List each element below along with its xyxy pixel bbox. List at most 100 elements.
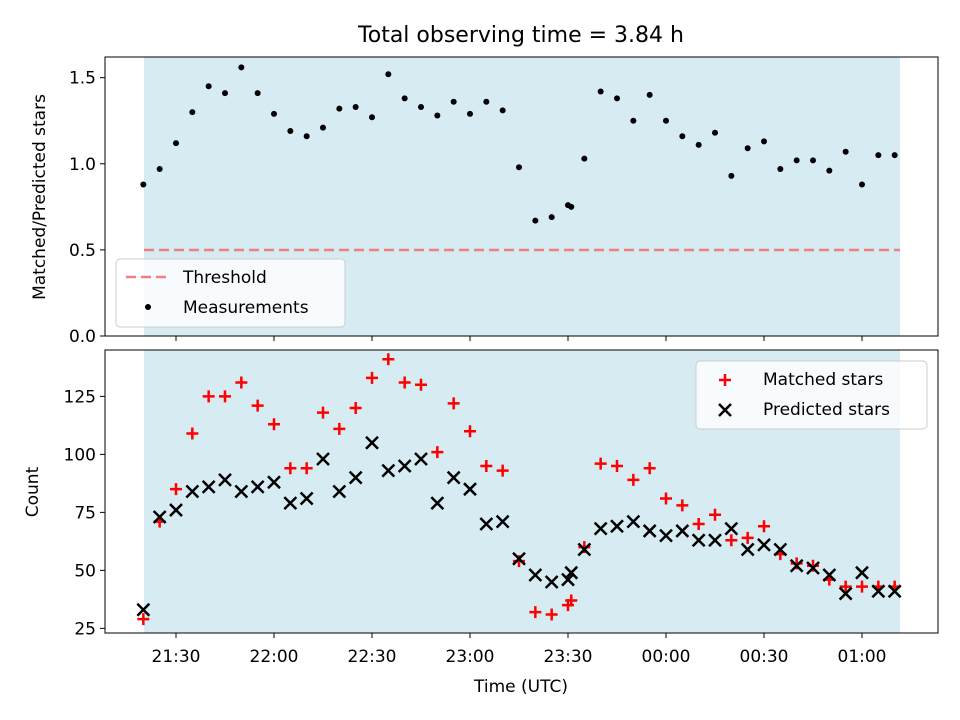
matched-point (382, 353, 395, 366)
y-tick-label: 100 (64, 445, 96, 465)
bottom-y-ticks: 25 50 75 100 125 (64, 387, 105, 639)
measurement-point (568, 203, 575, 210)
y-tick-label: 50 (74, 561, 96, 581)
x-tick-label: 00:00 (642, 647, 691, 667)
matched-point (251, 399, 264, 412)
predicted-point (610, 519, 624, 534)
predicted-point (267, 475, 281, 490)
measurement-point (810, 157, 816, 164)
predicted-point (299, 491, 314, 506)
x-tick-label: 00:30 (740, 647, 789, 667)
y-tick-label: 1.5 (69, 69, 96, 89)
matched-point (545, 608, 558, 621)
predicted-point (871, 584, 886, 599)
measurement-point (630, 117, 637, 124)
matched-point (676, 499, 689, 512)
matched-point (496, 464, 509, 477)
matched-point (415, 378, 427, 391)
x-axis-label: Time (UTC) (473, 677, 568, 697)
x-tick-label: 23:30 (544, 647, 593, 667)
predicted-point (593, 521, 608, 536)
measurement-point (875, 152, 882, 159)
measurement-point (156, 165, 163, 172)
predicted-point (724, 521, 739, 536)
predicted-point (152, 510, 167, 524)
measurement-point (793, 157, 800, 164)
top-axes-frame (104, 56, 939, 337)
x-tick-label: 01:00 (838, 647, 887, 667)
measurement-point (467, 110, 473, 117)
measurements-legend-label: Measurements (183, 298, 309, 318)
bottom-y-label: Count (23, 466, 43, 517)
predicted-point (773, 542, 788, 557)
predicted-point (561, 572, 575, 587)
matched-point (464, 425, 476, 438)
predicted-point (708, 533, 722, 548)
predicted-point (430, 496, 445, 510)
measurement-point (614, 95, 620, 102)
measurement-point (450, 98, 457, 105)
chart-title: Total observing time = 3.84 h (357, 23, 684, 48)
measurement-point (320, 124, 326, 131)
predicted-point (332, 484, 347, 499)
measurement-point (173, 140, 179, 147)
measurement-point (548, 214, 555, 221)
predicted-point (806, 561, 820, 575)
measurement-point (663, 117, 669, 124)
y-tick-label: 0.5 (69, 241, 96, 261)
predicted-point (381, 463, 396, 478)
measurements-legend-swatch (145, 304, 151, 310)
measurement-point (532, 217, 539, 224)
top-legend-box (115, 258, 346, 328)
measurement-point (369, 114, 375, 121)
matched-point (565, 594, 578, 607)
predicted-point (414, 452, 428, 466)
predicted-point (169, 503, 183, 517)
matched-point (725, 534, 738, 547)
matched-legend-swatch (719, 374, 731, 386)
measurement-point (385, 71, 392, 78)
measurement-point (679, 133, 686, 140)
predicted-point (463, 482, 477, 497)
matched-point (431, 446, 444, 459)
measurement-point (418, 103, 424, 110)
matched-point (480, 459, 493, 472)
matched-point (856, 580, 868, 593)
measurement-point (287, 128, 294, 135)
measurement-point (222, 90, 228, 97)
measurement-point (254, 90, 261, 97)
predicted-point (887, 584, 902, 599)
y-tick-label: 1.0 (69, 155, 96, 175)
predicted-point (446, 470, 461, 485)
measurement-point (891, 152, 898, 159)
matched-point (366, 371, 378, 384)
predicted-point (479, 517, 494, 531)
bottom-x-ticks: 21:30 22:00 22:30 23:00 23:30 00:00 00:30 01:00 (152, 633, 887, 667)
predicted-legend-label: Predicted stars (763, 400, 890, 420)
predicted-point (544, 575, 559, 589)
top-legend: Threshold Measurements (115, 258, 346, 328)
bottom-axes-frame (104, 349, 939, 634)
measurement-point (516, 164, 522, 171)
matched-point (137, 613, 150, 626)
predicted-point (218, 473, 232, 487)
x-tick-label: 22:30 (348, 647, 397, 667)
matched-point (447, 397, 460, 410)
matched-point (268, 418, 280, 431)
measurement-point (826, 167, 833, 174)
measurement-point (303, 133, 310, 140)
matched-point (611, 459, 623, 472)
predicted-point (564, 565, 579, 580)
predicted-point (397, 459, 412, 473)
predicted-point (822, 568, 837, 582)
predicted-point (495, 514, 510, 529)
matched-point (643, 462, 656, 475)
predicted-point (740, 542, 755, 557)
measurement-point (712, 129, 718, 136)
x-tick-label: 23:00 (446, 647, 495, 667)
measurement-point (189, 109, 196, 116)
predicted-point (577, 542, 592, 557)
predicted-point (512, 551, 526, 566)
measurement-point (777, 165, 784, 172)
predicted-point (855, 565, 869, 580)
